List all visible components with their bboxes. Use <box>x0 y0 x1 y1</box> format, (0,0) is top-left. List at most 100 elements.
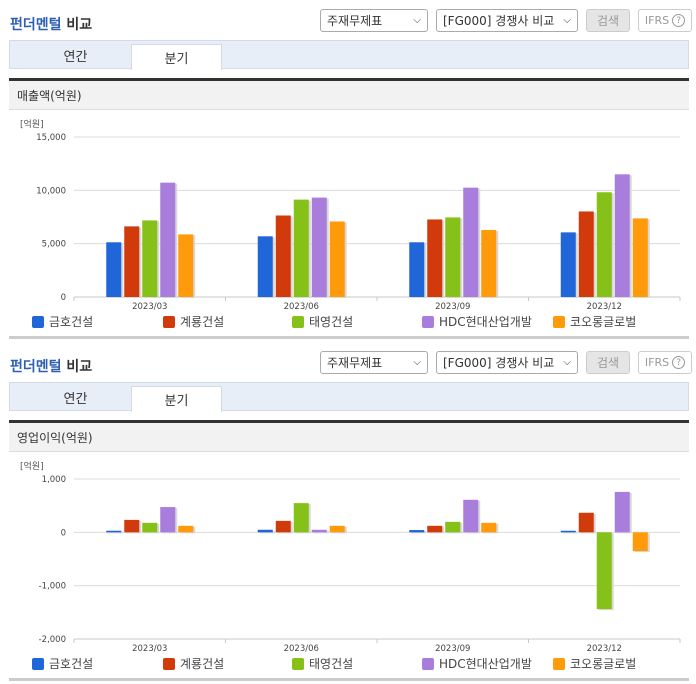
bar-chart: 0 5,000 10,000 15,000 2023/03 2023/06 2023/09 2… <box>36 133 681 312</box>
bar-4 <box>481 230 497 297</box>
ifrs-button[interactable]: IFRS? <box>638 351 692 374</box>
help-icon: ? <box>672 14 686 27</box>
bar-1 <box>427 525 443 533</box>
bar-0 <box>560 530 576 533</box>
bar-1 <box>578 512 594 533</box>
legend-label: 계룡건설 <box>180 657 225 671</box>
legend-item[interactable]: HDC현대산업개발 <box>422 313 532 330</box>
bar-shadow <box>108 531 124 534</box>
legend-label: 계룡건설 <box>180 315 225 329</box>
bar-2 <box>142 522 158 533</box>
panel-controls: 주재무제표 ⌵ [FG000] 경쟁사 비교 ⌵ 검색 IFRS? <box>320 9 692 32</box>
bar-0 <box>409 242 425 297</box>
legend-item[interactable]: 금호건설 <box>32 313 93 330</box>
chevron-down-icon: ⌵ <box>563 357 571 368</box>
bar-3 <box>311 529 327 533</box>
bar-4 <box>178 234 194 297</box>
period-tabbar: 연간 분기 <box>9 40 689 70</box>
fundamental-panel-revenue: 펀더멘털 비교 주재무제표 ⌵ [FG000] 경쟁사 비교 ⌵ 검색 IFRS? … <box>9 9 692 339</box>
bar-1 <box>275 520 291 533</box>
bar-shadow <box>562 531 578 534</box>
bar-4 <box>481 522 497 533</box>
search-button[interactable]: 검색 <box>586 351 630 374</box>
bar-2 <box>596 192 612 297</box>
legend-swatch-icon <box>553 315 565 328</box>
y-tick-label: 10,000 <box>36 186 66 196</box>
legend-item[interactable]: 코오롱글로벌 <box>553 655 636 672</box>
bar-3 <box>463 187 479 297</box>
bar-4 <box>178 525 194 533</box>
x-tick-label: 2023/06 <box>284 644 319 654</box>
legend-label: 코오롱글로벌 <box>570 315 637 329</box>
x-tick-label: 2023/12 <box>587 302 622 312</box>
statement-select[interactable]: 주재무제표 ⌵ <box>320 351 428 374</box>
x-tick-label: 2023/09 <box>435 302 470 312</box>
bar-2 <box>293 199 309 297</box>
legend-swatch-icon <box>163 657 175 670</box>
bar-1 <box>578 211 594 297</box>
section-title: 매출액(억원) <box>9 78 689 110</box>
bar-2 <box>445 217 461 297</box>
compare-select[interactable]: [FG000] 경쟁사 비교 ⌵ <box>436 9 578 32</box>
bar-4 <box>329 221 345 297</box>
legend-item[interactable]: HDC현대산업개발 <box>422 655 532 672</box>
bar-1 <box>124 226 140 297</box>
bar-4 <box>329 525 345 533</box>
bar-0 <box>560 232 576 297</box>
tab-annual[interactable]: 연간 <box>63 49 88 65</box>
bar-0 <box>106 530 122 533</box>
x-tick-label: 2023/03 <box>132 644 167 654</box>
y-axis-unit: [억원] <box>20 462 44 472</box>
chevron-down-icon: ⌵ <box>413 357 421 368</box>
tab-annual[interactable]: 연간 <box>63 391 88 407</box>
bar-3 <box>614 491 630 533</box>
bar-3 <box>160 182 176 297</box>
legend-label: 코오롱글로벌 <box>570 657 637 671</box>
panel-title: 펀더멘털 비교 <box>10 17 93 33</box>
chevron-down-icon: ⌵ <box>413 15 421 26</box>
bar-3 <box>463 499 479 533</box>
legend-swatch-icon <box>292 315 304 328</box>
tab-quarterly[interactable]: 분기 <box>131 386 222 412</box>
bar-1 <box>427 219 443 297</box>
legend-label: 금호건설 <box>49 657 94 671</box>
legend-item[interactable]: 태영건설 <box>292 655 353 672</box>
x-tick-label: 2023/06 <box>284 302 319 312</box>
bar-2 <box>293 503 309 533</box>
legend-label: 금호건설 <box>49 315 94 329</box>
help-icon: ? <box>672 356 686 369</box>
search-button[interactable]: 검색 <box>586 9 630 32</box>
bar-1 <box>124 519 140 533</box>
chart-legend: 금호건설 계룡건설 태영건설 HDC현대산업개발 코오롱글로벌 <box>0 655 696 671</box>
divider <box>9 336 689 339</box>
bar-0 <box>409 530 425 533</box>
bar-3 <box>614 174 630 297</box>
legend-item[interactable]: 계룡건설 <box>163 313 224 330</box>
bar-0 <box>106 242 122 297</box>
legend-item[interactable]: 코오롱글로벌 <box>553 313 636 330</box>
x-tick-label: 2023/12 <box>587 644 622 654</box>
divider <box>9 678 689 681</box>
ifrs-button[interactable]: IFRS? <box>638 9 692 32</box>
bar-3 <box>160 507 176 533</box>
y-tick-label: 0 <box>61 528 66 538</box>
compare-select[interactable]: [FG000] 경쟁사 비교 ⌵ <box>436 351 578 374</box>
legend-item[interactable]: 계룡건설 <box>163 655 224 672</box>
legend-label: 태영건설 <box>309 657 354 671</box>
bar-4 <box>632 218 648 297</box>
legend-item[interactable]: 금호건설 <box>32 655 93 672</box>
chevron-down-icon: ⌵ <box>563 15 571 26</box>
legend-swatch-icon <box>163 315 175 328</box>
legend-swatch-icon <box>32 657 44 670</box>
legend-item[interactable]: 태영건설 <box>292 313 353 330</box>
bar-4 <box>632 532 648 552</box>
legend-label: HDC현대산업개발 <box>439 657 532 671</box>
bar-2 <box>445 521 461 533</box>
statement-select[interactable]: 주재무제표 ⌵ <box>320 9 428 32</box>
y-axis-unit: [억원] <box>20 120 44 130</box>
fundamental-panel-operating-profit: 펀더멘털 비교 주재무제표 ⌵ [FG000] 경쟁사 비교 ⌵ 검색 IFRS? … <box>0 342 696 684</box>
bar-2 <box>596 532 612 610</box>
bar-1 <box>275 215 291 297</box>
legend-swatch-icon <box>422 315 434 328</box>
tab-quarterly[interactable]: 분기 <box>131 44 222 70</box>
